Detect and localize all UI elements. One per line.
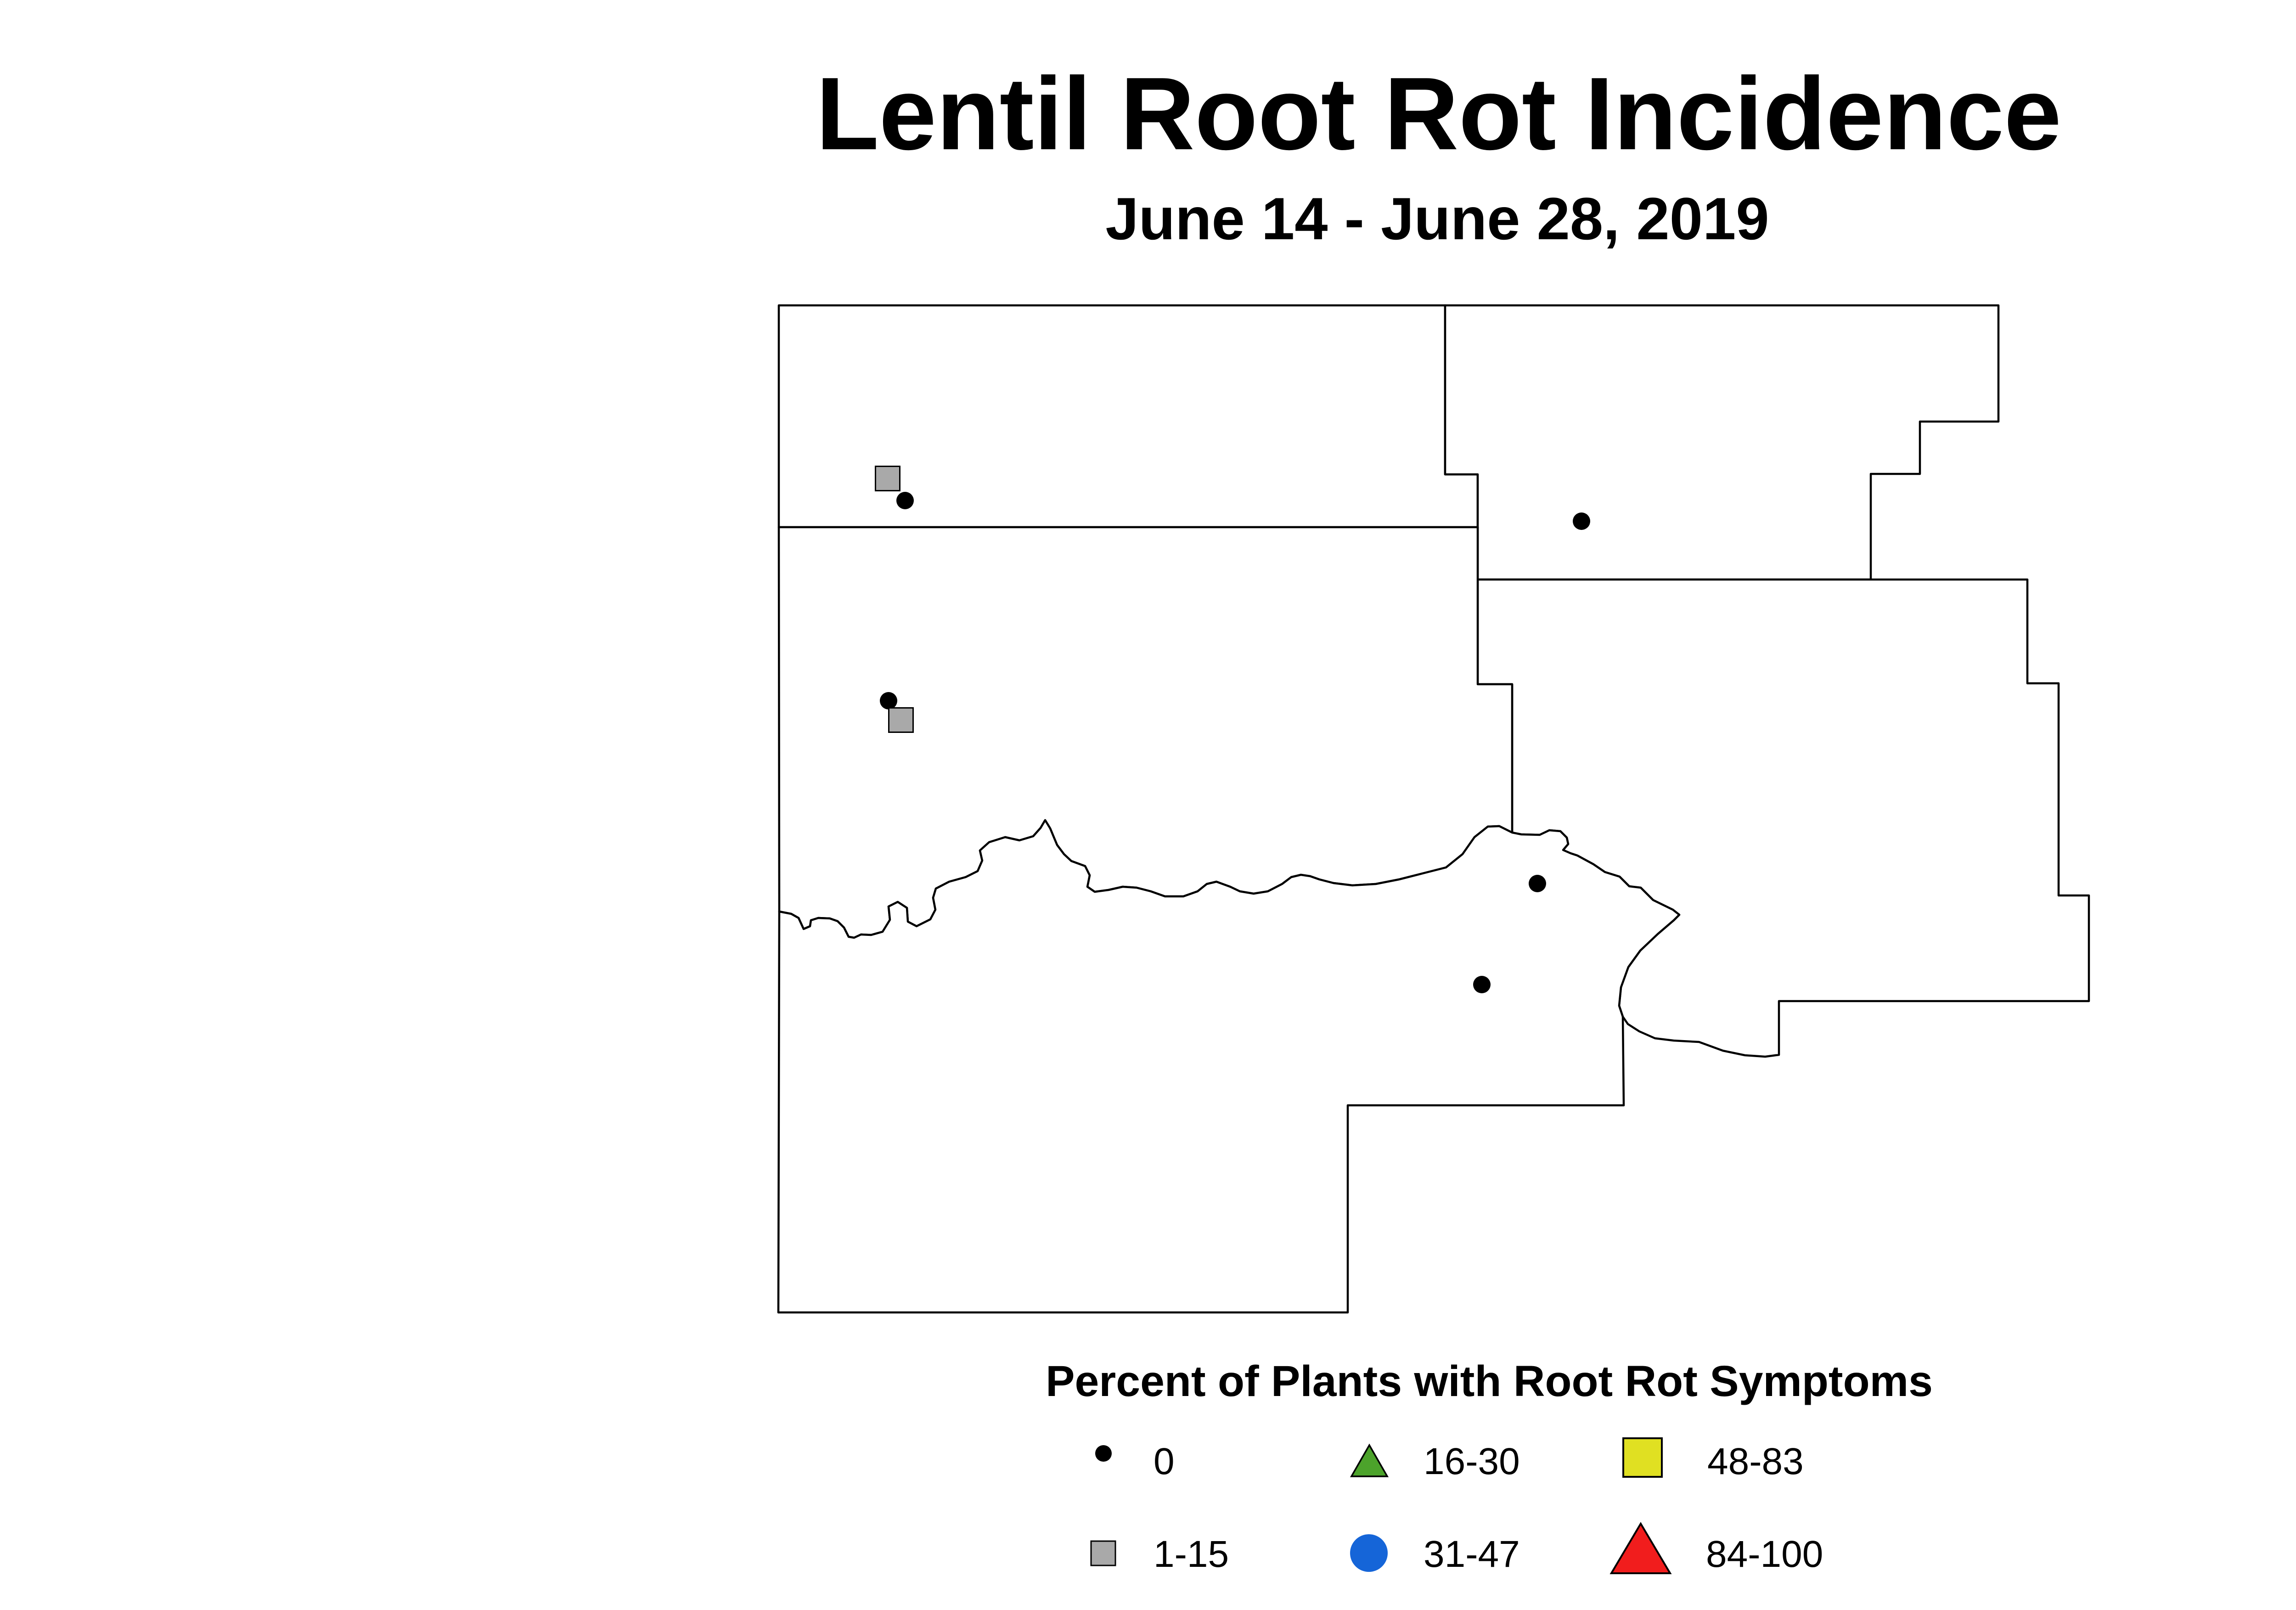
legend-label-0: 0 [1154,1441,1175,1482]
legend-label-16-30: 16-30 [1424,1441,1520,1482]
legend-symbol-yellow-square [1622,1437,1663,1478]
legend-symbol-dot [1095,1445,1112,1462]
county-map [777,304,2090,1314]
legend-label-48-83: 48-83 [1707,1441,1804,1482]
figure-header: Lentil Root Rot Incidence June 14 - June… [816,56,2062,252]
map-marker-dot [1529,875,1546,892]
county-top-right [1444,304,2000,581]
map-marker-dot [1473,976,1491,993]
legend-symbol-gray-square [1090,1540,1116,1566]
figure-title: Lentil Root Rot Incidence [816,56,2062,171]
legend-symbol-green-triangle [1350,1443,1389,1477]
legend-label-1-15: 1-15 [1154,1533,1229,1575]
figure-subtitle: June 14 - June 28, 2019 [1105,185,1769,252]
legend-label-84-100: 84-100 [1706,1533,1823,1575]
legend-symbol-blue-circle [1350,1534,1388,1572]
legend-symbol-red-triangle [1609,1522,1672,1574]
legend-label-31-47: 31-47 [1424,1533,1520,1575]
map-marker-dot [880,692,897,709]
county-south [777,819,1681,1314]
map-marker-dot [896,492,914,509]
county-top-left [777,304,1479,529]
map-marker-square [888,707,914,733]
map-marker-dot [1573,512,1590,530]
legend: Percent of Plants with Root Rot Symptoms… [1046,1357,1933,1575]
map-markers [875,466,1590,993]
legend-title: Percent of Plants with Root Rot Symptoms [1046,1357,1933,1406]
map-marker-square [875,466,900,491]
